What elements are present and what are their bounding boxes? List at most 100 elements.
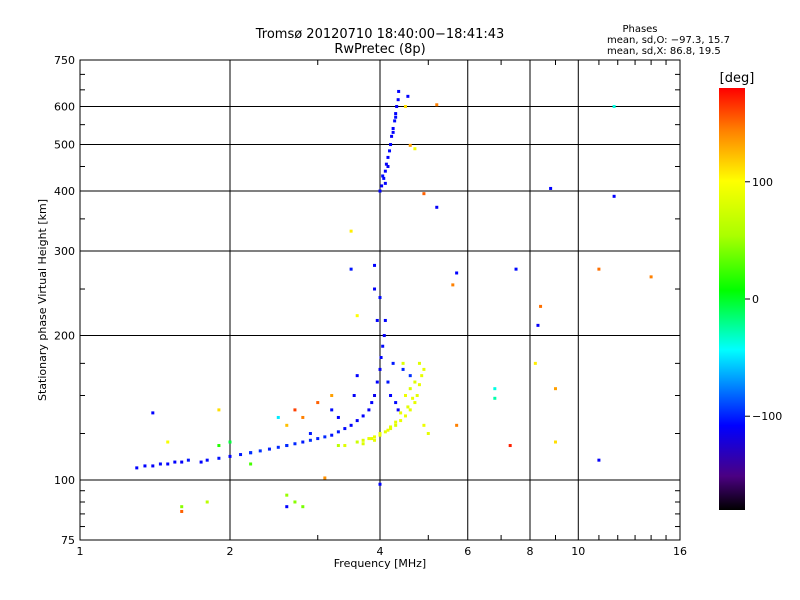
data-point xyxy=(330,408,334,412)
data-point xyxy=(355,419,359,423)
data-point xyxy=(217,456,221,460)
data-point xyxy=(373,263,377,267)
data-point xyxy=(367,437,371,441)
data-point xyxy=(451,283,455,287)
data-point xyxy=(228,454,232,458)
data-point xyxy=(166,440,170,444)
data-point xyxy=(135,466,139,470)
data-point xyxy=(415,394,419,398)
data-point xyxy=(597,267,601,271)
data-point xyxy=(422,367,426,371)
y-tick-label: 75 xyxy=(61,534,75,547)
data-point xyxy=(375,318,379,322)
data-point xyxy=(399,419,403,423)
data-point xyxy=(413,147,417,151)
data-point xyxy=(383,169,387,173)
data-point xyxy=(612,194,616,198)
x-tick-label: 4 xyxy=(377,545,384,558)
y-axis-label: Stationary phase Virtual Height [km] xyxy=(36,199,49,401)
data-point xyxy=(408,387,412,391)
data-point xyxy=(403,394,407,398)
data-point xyxy=(378,432,382,436)
data-point xyxy=(395,105,399,109)
data-point xyxy=(378,482,382,486)
colorbar-tick-label: 100 xyxy=(752,176,773,189)
data-point xyxy=(394,423,398,427)
data-point xyxy=(386,155,390,159)
data-point xyxy=(403,414,407,418)
data-point xyxy=(158,462,162,466)
data-point xyxy=(386,428,390,432)
data-point xyxy=(276,415,280,419)
data-point xyxy=(394,115,398,119)
data-point xyxy=(388,149,392,153)
data-point xyxy=(217,408,221,412)
data-point xyxy=(199,460,203,464)
data-point xyxy=(408,143,412,147)
data-point xyxy=(373,394,377,398)
data-point xyxy=(276,445,280,449)
data-point xyxy=(539,304,543,308)
data-point xyxy=(378,189,382,193)
data-point xyxy=(267,447,271,451)
data-point xyxy=(370,437,374,441)
data-point xyxy=(413,401,417,405)
data-point xyxy=(367,408,371,412)
data-point xyxy=(420,374,424,378)
data-point xyxy=(391,130,395,134)
data-point xyxy=(553,387,557,391)
data-point xyxy=(382,176,386,180)
data-point xyxy=(612,105,616,109)
data-point xyxy=(349,229,353,233)
data-point xyxy=(361,414,365,418)
data-point xyxy=(239,453,243,457)
data-point xyxy=(406,405,410,409)
data-point xyxy=(553,440,557,444)
data-point xyxy=(361,438,365,442)
data-point xyxy=(373,435,377,439)
stats-x-mode: mean, sd,X: 86.8, 19.5 xyxy=(607,46,721,57)
data-point xyxy=(249,451,253,455)
grid-lines xyxy=(80,60,680,540)
plot-frame xyxy=(79,59,681,541)
y-tick-label: 200 xyxy=(54,330,75,343)
data-point xyxy=(285,505,289,509)
y-tick-label: 100 xyxy=(54,474,75,487)
data-point xyxy=(597,458,601,462)
chart-title-line1: Tromsø 20120710 18:40:00−18:41:43 xyxy=(255,27,505,42)
data-point xyxy=(401,367,405,371)
data-point xyxy=(379,355,383,359)
data-point xyxy=(323,476,327,480)
data-point xyxy=(391,126,395,130)
data-point xyxy=(383,181,387,185)
data-point xyxy=(205,458,209,462)
data-point xyxy=(383,318,387,322)
data-point xyxy=(205,500,209,504)
data-point xyxy=(378,367,382,371)
data-point xyxy=(549,186,553,190)
data-point xyxy=(508,444,512,448)
data-point xyxy=(249,462,253,466)
colorbar xyxy=(719,88,745,510)
data-point xyxy=(180,460,184,464)
x-axis-label: Frequency [MHz] xyxy=(334,557,426,570)
x-tick-label: 6 xyxy=(464,545,471,558)
data-point xyxy=(455,271,459,275)
data-point xyxy=(343,444,347,448)
data-point xyxy=(649,275,653,279)
data-point xyxy=(330,433,334,437)
colorbar-tick-label: −100 xyxy=(752,410,782,423)
data-point xyxy=(228,440,232,444)
data-point xyxy=(370,401,374,405)
data-point xyxy=(373,287,377,291)
data-point xyxy=(180,509,184,513)
data-point xyxy=(285,493,289,497)
data-point xyxy=(375,380,379,384)
data-point xyxy=(293,442,297,446)
data-point xyxy=(301,415,305,419)
data-point xyxy=(336,430,340,434)
data-point xyxy=(352,394,356,398)
data-point xyxy=(349,267,353,271)
data-point xyxy=(406,94,410,98)
